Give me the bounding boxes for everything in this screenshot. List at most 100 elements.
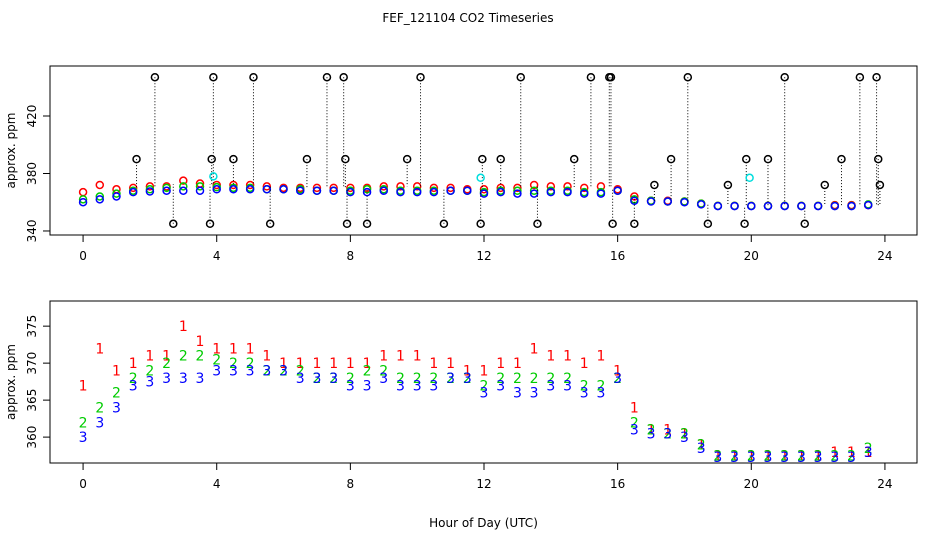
point <box>195 182 205 191</box>
point-marker: 2 <box>797 449 806 465</box>
point-marker: 3 <box>129 378 138 394</box>
point <box>179 186 188 195</box>
point-marker: 2 <box>212 352 221 368</box>
point <box>346 183 355 193</box>
point <box>362 187 372 197</box>
point <box>229 180 238 190</box>
y-axis-label: approx. ppm <box>4 344 18 420</box>
point <box>713 201 723 211</box>
point <box>362 219 372 229</box>
point-marker: 1 <box>630 401 639 417</box>
point-marker: 1 <box>730 449 739 465</box>
point-marker: 2 <box>145 364 154 380</box>
point-marker: 1 <box>179 319 188 335</box>
point-marker: 2 <box>830 449 839 465</box>
point <box>312 186 322 195</box>
point-marker: 2 <box>196 349 205 365</box>
x-tick-label: 0 <box>79 249 87 263</box>
point-marker: 2 <box>95 401 104 417</box>
point-marker: 2 <box>630 415 639 431</box>
point-marker: 3 <box>162 371 171 387</box>
x-tick-label: 12 <box>476 477 491 491</box>
x-axis-label: Hour of Day (UTC) <box>429 516 538 530</box>
point-marker: 3 <box>396 378 405 394</box>
point-marker: 2 <box>446 371 455 387</box>
point-marker: 1 <box>95 341 104 357</box>
point-marker: 1 <box>363 356 372 372</box>
x-tick-label: 4 <box>213 249 221 263</box>
point-marker: 2 <box>262 364 271 380</box>
point-marker: 1 <box>162 349 171 365</box>
point-marker: 3 <box>279 364 288 380</box>
point <box>229 185 238 194</box>
point <box>479 185 489 194</box>
point-marker: 2 <box>814 449 823 465</box>
point-marker: 2 <box>413 371 422 387</box>
point-marker: 1 <box>830 445 839 461</box>
point <box>513 186 522 195</box>
point <box>402 154 412 164</box>
x-tick-label: 4 <box>213 477 221 491</box>
point <box>696 200 706 209</box>
point-marker: 3 <box>296 371 305 387</box>
point-marker: 1 <box>79 378 88 394</box>
point <box>478 154 487 164</box>
point-marker: 3 <box>713 450 722 466</box>
point <box>630 219 639 229</box>
point <box>412 187 422 197</box>
point-marker: 2 <box>663 426 672 442</box>
point-marker: 3 <box>145 375 154 391</box>
point-marker: 3 <box>630 423 639 439</box>
point <box>446 186 455 195</box>
point <box>763 201 773 211</box>
point-marker: 1 <box>246 341 255 357</box>
point <box>596 189 606 198</box>
point <box>563 187 572 197</box>
point-marker: 2 <box>713 449 722 465</box>
point-marker: 3 <box>212 364 221 380</box>
point <box>740 219 749 229</box>
point-marker: 3 <box>730 450 739 466</box>
point-marker: 1 <box>580 356 589 372</box>
point-marker: 3 <box>596 386 605 402</box>
point-marker: 3 <box>797 450 806 466</box>
point <box>516 72 526 82</box>
point-marker: 2 <box>246 356 255 372</box>
point-marker: 1 <box>379 349 388 365</box>
point <box>513 183 522 193</box>
point-marker: 3 <box>546 378 555 394</box>
point <box>95 192 105 201</box>
point <box>873 154 883 164</box>
series <box>209 172 754 183</box>
point <box>813 201 823 211</box>
point-marker: 2 <box>730 449 739 465</box>
point <box>650 180 659 190</box>
point-marker: 3 <box>647 426 656 442</box>
point <box>579 183 589 193</box>
point-marker: 3 <box>580 386 589 402</box>
point <box>346 187 355 197</box>
point <box>763 154 773 164</box>
point <box>342 219 352 229</box>
point <box>745 173 754 183</box>
point-marker: 2 <box>530 371 539 387</box>
point <box>429 183 439 193</box>
point <box>245 185 255 194</box>
point <box>872 72 881 82</box>
point <box>780 72 789 82</box>
point-marker: 1 <box>446 356 455 372</box>
point <box>606 72 616 82</box>
point-marker: 2 <box>179 349 188 365</box>
point-marker: 3 <box>830 450 839 466</box>
point <box>630 196 639 206</box>
point <box>800 219 809 229</box>
point-marker: 3 <box>262 364 271 380</box>
point-marker: 3 <box>747 450 756 466</box>
point-marker: 1 <box>480 364 489 380</box>
point-marker: 1 <box>563 349 572 365</box>
point <box>747 201 756 211</box>
point <box>496 183 505 193</box>
